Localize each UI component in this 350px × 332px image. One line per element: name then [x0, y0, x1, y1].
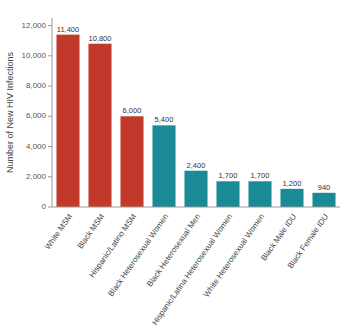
- data-label: 10,800: [89, 34, 112, 43]
- bar: [120, 116, 143, 207]
- y-tick: [48, 55, 52, 56]
- y-tick: [48, 176, 52, 177]
- y-tick-label: 12,000: [22, 21, 47, 30]
- bar: [312, 193, 335, 207]
- y-tick: [48, 25, 52, 26]
- bar: [280, 189, 303, 207]
- data-label: 1,200: [283, 179, 302, 188]
- data-label: 11,400: [57, 25, 79, 34]
- bar: [184, 171, 207, 207]
- bar: [216, 181, 239, 207]
- y-tick: [48, 146, 52, 147]
- bar: [56, 35, 79, 207]
- x-tick-label: White MSM: [43, 212, 74, 251]
- bars: [56, 35, 335, 207]
- bar: [152, 125, 175, 207]
- y-axis-line: [52, 18, 53, 207]
- data-label: 2,400: [187, 161, 206, 170]
- x-tick-label: White Heterosexual Women: [202, 212, 266, 299]
- y-tick: [48, 86, 52, 87]
- y-tick-label: 0: [42, 202, 47, 211]
- x-tick-label: Black Heterosexual Women: [106, 212, 170, 298]
- data-label: 5,400: [155, 115, 174, 124]
- data-label: 6,000: [123, 106, 142, 115]
- x-axis-line: [52, 207, 340, 208]
- chart: 11,400 10,800 6,000 5,400 2,400 1,700 1,700 1,2…: [0, 0, 350, 332]
- data-label: 940: [318, 183, 331, 192]
- y-tick-label: 4,000: [26, 142, 47, 151]
- y-tick: [48, 207, 52, 208]
- x-tick-label: Black Female IDU: [286, 212, 330, 270]
- y-tick-label: 6,000: [26, 111, 47, 120]
- y-axis-title: Number of New HIV Infections: [5, 51, 15, 173]
- y-tick-label: 2,000: [26, 172, 47, 181]
- y-tick: [48, 116, 52, 117]
- y-tick-label: 10,000: [22, 51, 47, 60]
- chart-container: 11,400 10,800 6,000 5,400 2,400 1,700 1,700 1,2…: [0, 0, 350, 332]
- x-tick-label: Black Heterosexual Men: [145, 212, 202, 288]
- data-label: 1,700: [219, 171, 238, 180]
- bar: [88, 44, 111, 207]
- y-tick-label: 8,000: [26, 81, 47, 90]
- data-label: 1,700: [251, 171, 270, 180]
- x-tick-label: Black MSM: [76, 212, 107, 251]
- bar: [248, 181, 271, 207]
